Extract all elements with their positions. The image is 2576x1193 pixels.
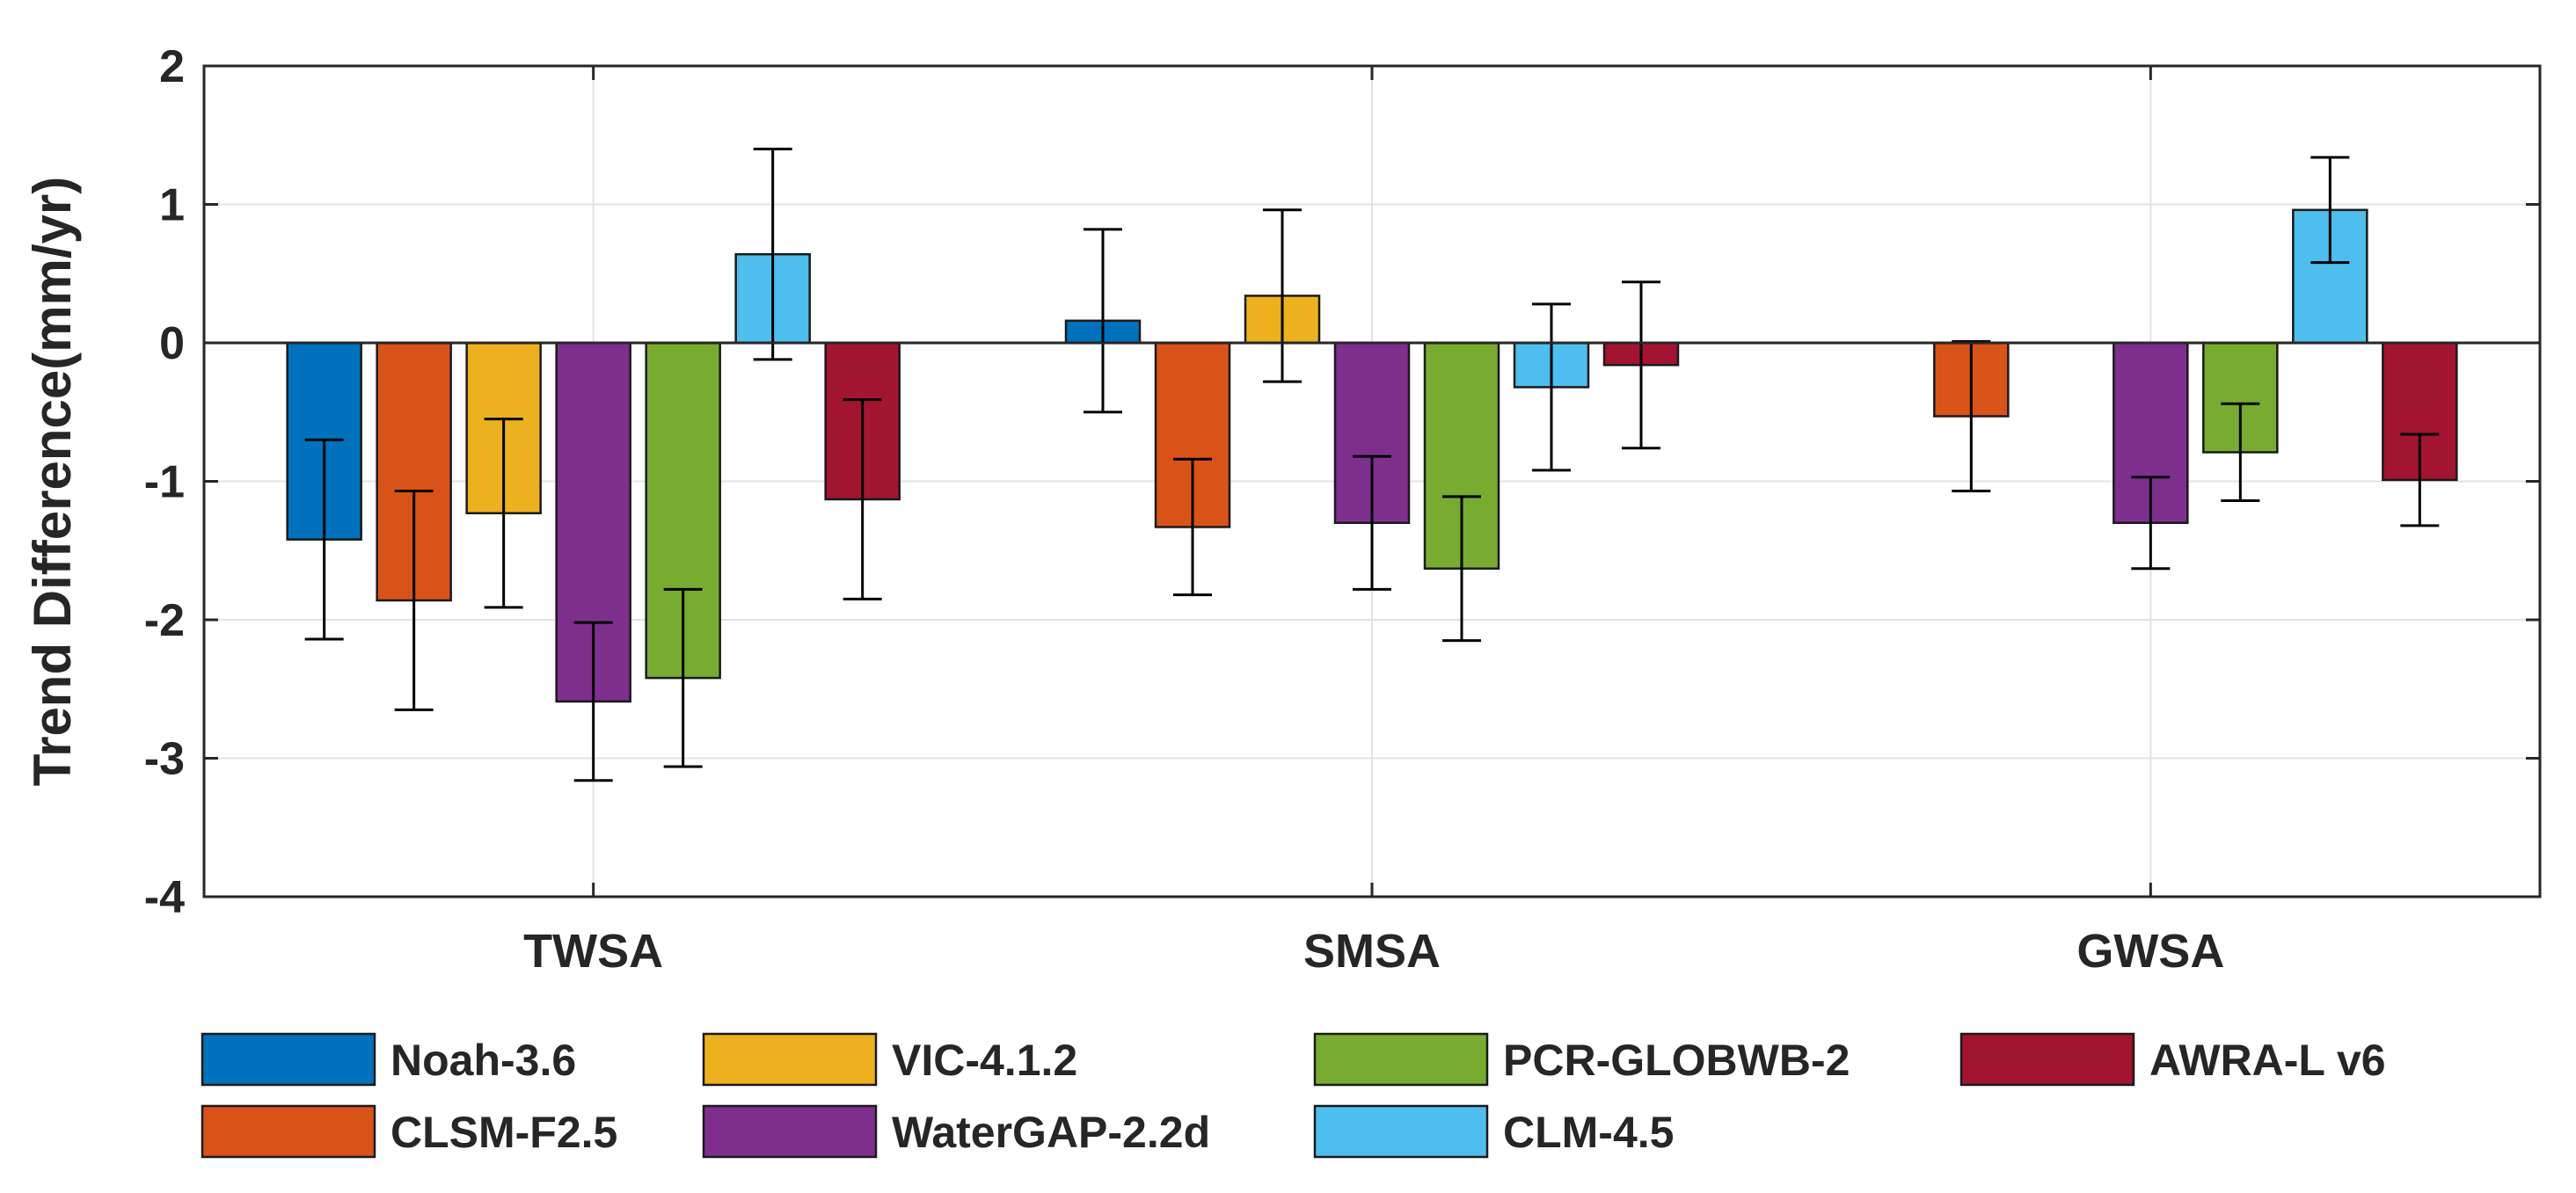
- legend-label: AWRA-L v6: [2149, 1036, 2386, 1085]
- legend-label: CLSM-F2.5: [390, 1108, 617, 1157]
- x-category-label: TWSA: [523, 925, 663, 978]
- legend-item: CLM-4.5: [1313, 1104, 1674, 1159]
- legend-item: VIC-4.1.2: [702, 1032, 1077, 1087]
- legend-swatch: [1313, 1032, 1489, 1087]
- legend-swatch: [702, 1032, 878, 1087]
- y-tick-label: -2: [144, 595, 185, 646]
- legend-label: Noah-3.6: [390, 1036, 576, 1085]
- legend-label: WaterGAP-2.2d: [892, 1108, 1210, 1157]
- axes: [202, 64, 2542, 898]
- legend-swatch: [201, 1104, 376, 1159]
- axis-labels: 2 1 0 -1 -2 -3 -4 TWSA SMSA GWSA Trend Difference(…: [23, 41, 2224, 978]
- y-tick-label: 0: [159, 318, 185, 369]
- legend-swatch: [1313, 1104, 1489, 1159]
- legend: Noah-3.6 VIC-4.1.2 PCR-GLOBWB-2 AWRA-L v6 CL…: [201, 1032, 2386, 1159]
- legend-item: CLSM-F2.5: [201, 1104, 617, 1159]
- y-tick-label: 2: [159, 41, 185, 92]
- legend-item: PCR-GLOBWB-2: [1313, 1032, 1850, 1087]
- x-category-label: GWSA: [2076, 925, 2224, 978]
- legend-item: AWRA-L v6: [1959, 1032, 2386, 1087]
- error-bars: [304, 148, 2440, 782]
- y-axis-title: Trend Difference(mm/yr): [23, 177, 82, 787]
- x-category-label: SMSA: [1303, 925, 1441, 978]
- legend-label: PCR-GLOBWB-2: [1503, 1036, 1850, 1085]
- legend-swatch: [201, 1032, 376, 1087]
- legend-swatch: [1959, 1032, 2135, 1087]
- y-tick-label: -1: [144, 457, 185, 508]
- y-tick-label: 1: [159, 180, 185, 231]
- y-tick-label: -4: [144, 872, 185, 923]
- legend-item: Noah-3.6: [201, 1032, 576, 1087]
- legend-label: VIC-4.1.2: [892, 1036, 1077, 1085]
- y-tick-label: -3: [144, 734, 185, 785]
- legend-swatch: [702, 1104, 878, 1159]
- legend-item: WaterGAP-2.2d: [702, 1104, 1210, 1159]
- legend-label: CLM-4.5: [1503, 1108, 1674, 1157]
